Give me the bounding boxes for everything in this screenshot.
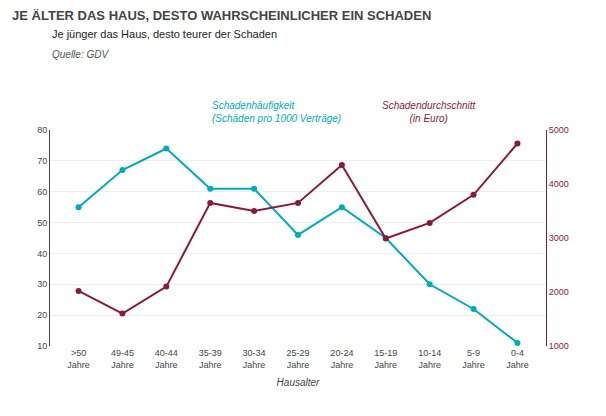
svg-text:50: 50 — [37, 218, 47, 228]
svg-text:1000: 1000 — [549, 341, 569, 351]
svg-text:0-4Jahre: 0-4Jahre — [506, 348, 529, 370]
svg-text:25-29Jahre: 25-29Jahre — [286, 348, 309, 370]
svg-text:70: 70 — [37, 156, 47, 166]
svg-text:2000: 2000 — [549, 287, 569, 297]
svg-text:>50Jahre: >50Jahre — [67, 348, 90, 370]
svg-text:80: 80 — [37, 125, 47, 135]
svg-text:10: 10 — [37, 341, 47, 351]
svg-text:40: 40 — [37, 249, 47, 259]
svg-text:Quelle: GDV: Quelle: GDV — [52, 49, 109, 60]
svg-text:10-14Jahre: 10-14Jahre — [418, 348, 441, 370]
svg-text:40-44Jahre: 40-44Jahre — [155, 348, 178, 370]
svg-text:Schadenhäufigkeit(Schäden pro: Schadenhäufigkeit(Schäden pro 1000 Vertr… — [212, 100, 341, 124]
svg-text:3000: 3000 — [549, 233, 569, 243]
svg-text:JE ÄLTER DAS HAUS, DESTO WAHRS: JE ÄLTER DAS HAUS, DESTO WAHRSCHEINLICHE… — [12, 8, 431, 23]
svg-text:5-9Jahre: 5-9Jahre — [462, 348, 485, 370]
svg-text:60: 60 — [37, 187, 47, 197]
svg-text:Hausalter: Hausalter — [277, 377, 320, 388]
svg-text:30-34Jahre: 30-34Jahre — [243, 348, 266, 370]
svg-text:49-45Jahre: 49-45Jahre — [111, 348, 134, 370]
svg-text:20: 20 — [37, 310, 47, 320]
svg-text:5000: 5000 — [549, 125, 569, 135]
svg-text:Je jünger das Haus, desto teur: Je jünger das Haus, desto teurer der Sch… — [52, 28, 277, 40]
svg-text:4000: 4000 — [549, 179, 569, 189]
svg-text:15-19Jahre: 15-19Jahre — [374, 348, 397, 370]
svg-text:Schadendurchschnitt(in Euro): Schadendurchschnitt(in Euro) — [382, 100, 477, 124]
svg-text:35-39Jahre: 35-39Jahre — [199, 348, 222, 370]
svg-text:20-24Jahre: 20-24Jahre — [330, 348, 353, 370]
svg-text:30: 30 — [37, 279, 47, 289]
